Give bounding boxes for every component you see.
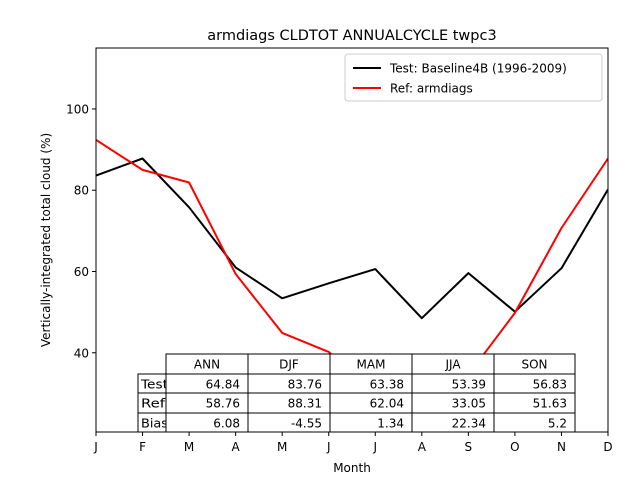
table-cell-value: 22.34 <box>452 417 486 431</box>
x-tick-label: S <box>465 440 473 454</box>
table-header-label: MAM <box>357 358 386 372</box>
x-tick-label: F <box>139 440 146 454</box>
x-tick-label: J <box>372 440 377 454</box>
table-header-label: DJF <box>279 358 299 372</box>
chart-title: armdiags CLDTOT ANNUALCYCLE twpc3 <box>207 28 496 44</box>
table-cell-value: 88.31 <box>288 397 322 411</box>
legend-label-1: Ref: armdiags <box>390 82 473 96</box>
x-tick-label: J <box>93 440 98 454</box>
table-cell-value: 53.39 <box>452 378 486 392</box>
table-row-label: Ref <box>141 397 166 411</box>
x-tick-label: M <box>184 440 194 454</box>
y-axis: 40 60 80 100 <box>66 102 96 360</box>
table-cell-value: 64.84 <box>206 378 240 392</box>
x-tick-label: O <box>510 440 519 454</box>
table-cell-value: 63.38 <box>370 378 404 392</box>
series-line-0 <box>96 157 608 320</box>
x-tick-label: M <box>277 440 287 454</box>
x-tick-label: N <box>557 440 566 454</box>
plot-frame <box>95 47 609 433</box>
x-tick-label: D <box>603 440 612 454</box>
legend-box <box>344 53 603 102</box>
table-row-label: Test <box>140 378 168 392</box>
table-cell-value: 5.2 <box>548 417 567 431</box>
x-tick-label: J <box>326 440 331 454</box>
table-cell-value: 6.08 <box>213 417 240 431</box>
table-cell-value: 33.05 <box>452 397 486 411</box>
y-axis-label: Vertically-integrated total cloud (%) <box>39 133 53 347</box>
x-tick-label: A <box>232 440 241 454</box>
legend: Test: Baseline4B (1996-2009) Ref: armdiag… <box>344 53 603 102</box>
table-cell-value: 62.04 <box>370 397 404 411</box>
table-cell-value: -4.55 <box>291 417 322 431</box>
table-header-label: JJA <box>444 358 461 372</box>
table-header-label: SON <box>521 358 547 372</box>
table-header-label: ANN <box>194 358 220 372</box>
table-cell-value: 83.76 <box>288 378 322 392</box>
y-tick-label: 40 <box>74 346 89 360</box>
table-cell-value: 1.34 <box>377 417 404 431</box>
y-tick-label: 80 <box>74 184 89 198</box>
y-tick-label: 60 <box>74 265 89 279</box>
x-axis-label: Month <box>333 461 371 475</box>
legend-label-0: Test: Baseline4B (1996-2009) <box>389 62 567 76</box>
table-cell-value: 51.63 <box>533 397 567 411</box>
table-cell-value: 56.83 <box>533 378 567 392</box>
table-row-label: Bias <box>141 417 168 431</box>
x-tick-label: A <box>418 440 427 454</box>
stats-table: ANN DJF MAM JJA SON Test 64.84 83.76 63.38 53.39 5… <box>137 353 576 433</box>
table-cell-value: 58.76 <box>206 397 240 411</box>
y-tick-label: 100 <box>66 102 89 116</box>
